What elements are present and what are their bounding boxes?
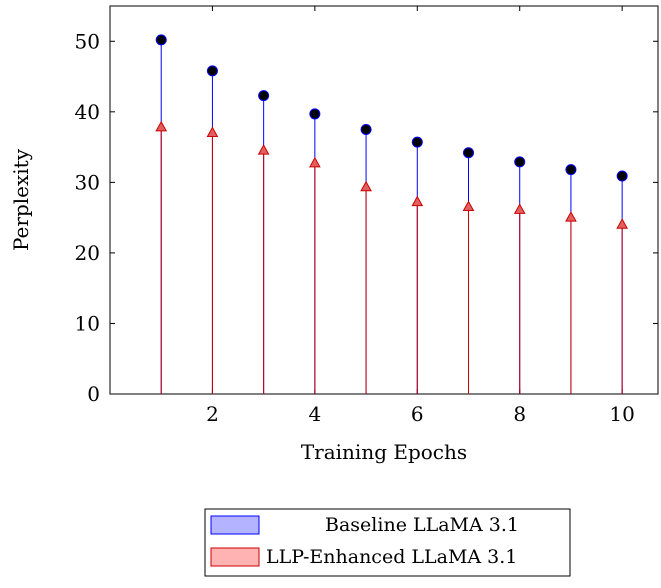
stems <box>160 39 623 394</box>
marker-point-0 <box>565 164 577 176</box>
marker-point-1 <box>309 156 321 168</box>
y-tick-label: 30 <box>75 170 100 194</box>
legend-box <box>204 508 571 577</box>
marker-point-1 <box>462 200 475 212</box>
y-tick-label: 0 <box>87 382 100 406</box>
legend: Baseline LLaMA 3.1 LLP-Enhanced LLaMA 3.… <box>204 508 571 577</box>
y-tick-label: 40 <box>75 100 100 124</box>
marker-point-0 <box>411 136 423 148</box>
legend-label-baseline: Baseline LLaMA 3.1 <box>325 514 519 536</box>
marker-point-1 <box>411 195 424 207</box>
x-axis-label: Training Epochs <box>301 440 467 464</box>
legend-label-llp-enhanced: LLP-Enhanced LLaMA 3.1 <box>266 546 517 568</box>
marker-point-0 <box>155 34 167 46</box>
x-tick-label: 10 <box>609 402 634 426</box>
x-tick-label: 8 <box>513 402 526 426</box>
marker-point-0 <box>463 147 475 159</box>
marker-point-1 <box>513 203 526 214</box>
plot-frame <box>109 5 659 395</box>
marker-point-1 <box>565 211 577 222</box>
marker-point-1 <box>206 126 219 137</box>
legend-swatch-llp-enhanced <box>210 547 260 567</box>
markers <box>155 34 628 229</box>
axis-ticks: 2 4 6 8 10 0 10 20 30 40 50 <box>75 6 658 426</box>
marker-point-0 <box>360 123 372 135</box>
marker-point-0 <box>258 90 270 102</box>
marker-point-1 <box>155 120 168 132</box>
y-axis-label: Perplexity <box>9 148 33 251</box>
marker-point-0 <box>309 108 321 120</box>
y-tick-label: 20 <box>75 241 100 265</box>
x-tick-label: 6 <box>411 402 424 426</box>
marker-point-1 <box>360 180 372 192</box>
marker-point-1 <box>616 218 628 229</box>
marker-point-1 <box>257 144 270 155</box>
x-tick-label: 4 <box>308 402 321 426</box>
legend-swatch-baseline <box>210 515 260 535</box>
x-tick-label: 2 <box>206 402 219 426</box>
marker-point-0 <box>616 170 628 182</box>
marker-point-0 <box>514 156 526 168</box>
marker-point-0 <box>206 65 218 77</box>
y-tick-label: 50 <box>75 29 100 53</box>
y-tick-label: 10 <box>75 311 100 335</box>
